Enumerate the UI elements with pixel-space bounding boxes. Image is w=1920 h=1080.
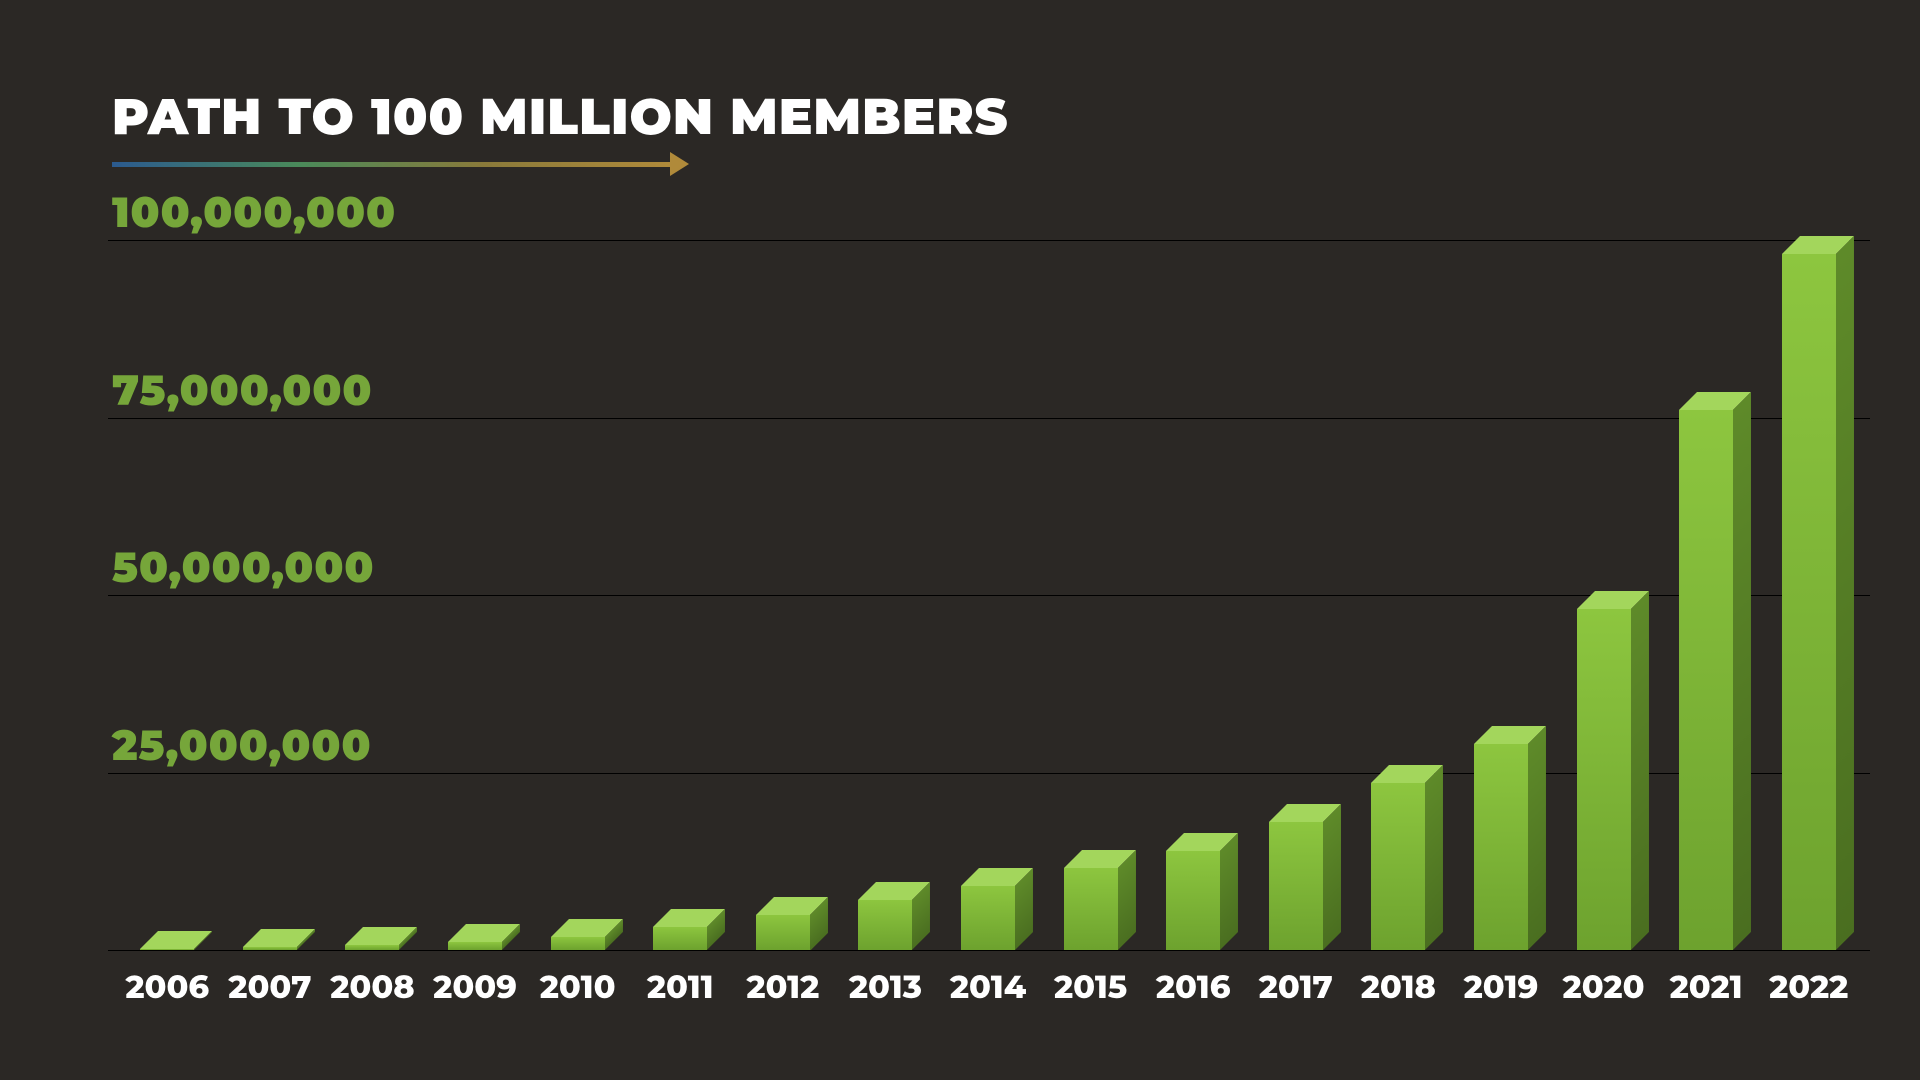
bar [1064, 868, 1118, 950]
bar-side [1528, 726, 1546, 950]
y-axis-label: 50,000,000 [112, 541, 374, 593]
bar [961, 886, 1015, 950]
bar [1577, 609, 1631, 950]
bar-top [345, 927, 417, 945]
x-axis-label: 2022 [1769, 968, 1848, 1007]
bar-front [653, 927, 707, 950]
bar-top [140, 931, 212, 949]
bar [1166, 851, 1220, 950]
y-axis-label: 100,000,000 [112, 186, 396, 238]
x-axis-label: 2009 [433, 968, 517, 1007]
bar [551, 937, 605, 950]
bar-front [858, 900, 912, 950]
bar-front [1782, 254, 1836, 950]
bar-side [1631, 591, 1649, 950]
bar-side [1323, 804, 1341, 950]
x-axis-label: 2019 [1464, 968, 1539, 1007]
bar [1269, 822, 1323, 950]
bar [448, 942, 502, 950]
x-axis-label: 2021 [1670, 968, 1743, 1007]
bar [756, 915, 810, 951]
x-axis-label: 2017 [1259, 968, 1333, 1007]
bar [1679, 410, 1733, 950]
bar-side [1733, 392, 1751, 950]
x-axis-label: 2015 [1054, 968, 1127, 1007]
bar [653, 927, 707, 950]
bar-front [1474, 744, 1528, 950]
title-underline-arrow [112, 152, 689, 176]
x-axis-label: 2013 [849, 968, 922, 1007]
gridline [108, 418, 1870, 419]
bar [1782, 254, 1836, 950]
bar-side [1220, 833, 1238, 950]
bar-front [1371, 783, 1425, 950]
x-axis-label: 2007 [228, 968, 311, 1007]
x-axis-label: 2012 [746, 968, 819, 1007]
x-axis-label: 2010 [540, 968, 616, 1007]
x-axis-label: 2008 [330, 968, 414, 1007]
bar-front [1269, 822, 1323, 950]
underline-bar [112, 162, 672, 167]
chart-stage: PATH TO 100 MILLION MEMBERS 25,000,000 50… [0, 0, 1920, 1080]
bar-front [1577, 609, 1631, 950]
x-axis-label: 2006 [125, 968, 209, 1007]
y-axis-label: 25,000,000 [112, 719, 372, 771]
x-axis-baseline [108, 950, 1870, 951]
chart-title: PATH TO 100 MILLION MEMBERS [112, 86, 1009, 147]
bar [1371, 783, 1425, 950]
bar-front [551, 937, 605, 950]
x-axis-label: 2018 [1361, 968, 1436, 1007]
bar [1474, 744, 1528, 950]
y-axis-label: 75,000,000 [112, 364, 373, 416]
bar-top [243, 929, 315, 947]
bar-front [1064, 868, 1118, 950]
bar-side [1425, 765, 1443, 950]
bar-side [1836, 236, 1854, 950]
bar [858, 900, 912, 950]
bar-front [448, 942, 502, 950]
bar-front [961, 886, 1015, 950]
gridline [108, 240, 1870, 241]
x-axis-label: 2011 [647, 968, 714, 1007]
bar-front [756, 915, 810, 951]
x-axis-label: 2016 [1156, 968, 1231, 1007]
x-axis-label: 2020 [1563, 968, 1645, 1007]
x-axis-label: 2014 [950, 968, 1026, 1007]
bar-front [1679, 410, 1733, 950]
underline-arrowhead-icon [670, 152, 689, 176]
bar-front [1166, 851, 1220, 950]
